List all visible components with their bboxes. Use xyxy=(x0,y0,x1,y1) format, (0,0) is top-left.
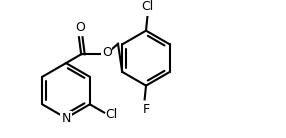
Text: Cl: Cl xyxy=(105,108,118,121)
Text: Cl: Cl xyxy=(141,0,154,13)
Text: O: O xyxy=(102,46,112,59)
Text: N: N xyxy=(61,112,71,125)
Text: O: O xyxy=(75,21,85,34)
Text: F: F xyxy=(142,103,150,116)
